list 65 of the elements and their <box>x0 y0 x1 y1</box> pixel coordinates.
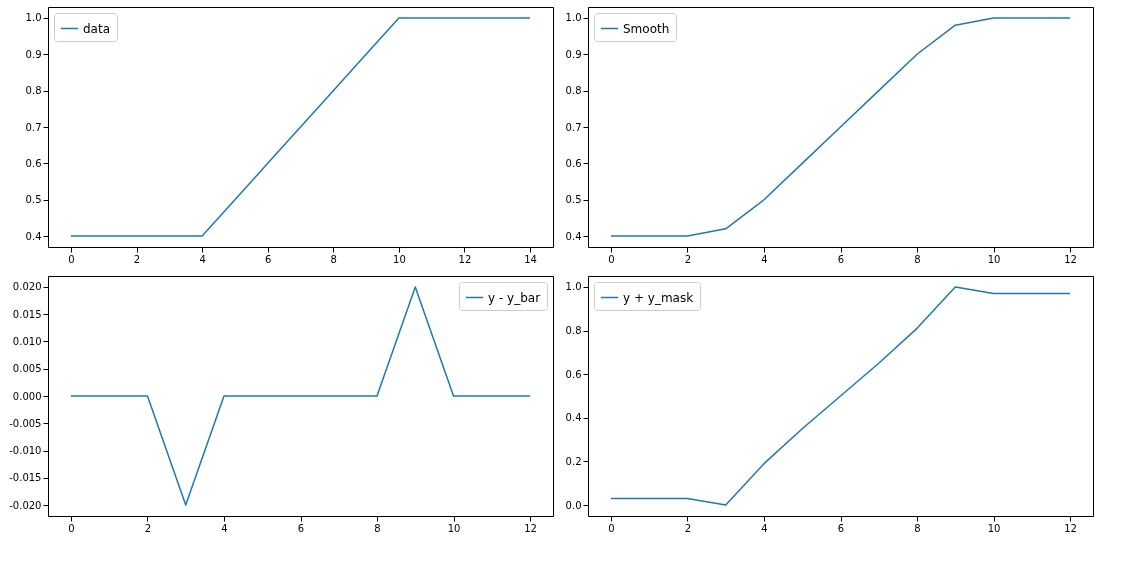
x-tick-label: 12 <box>1064 522 1077 534</box>
y-tick-label: 0.6 <box>565 368 582 380</box>
y-tick-label: 0.8 <box>25 85 42 97</box>
legend-label: y - y_bar <box>488 290 541 305</box>
x-tick-label: 2 <box>684 253 692 265</box>
line-series <box>610 17 1071 237</box>
y-tick-label: 0.6 <box>565 157 582 169</box>
x-tick-label: 2 <box>133 253 141 265</box>
y-tick-label: 0.7 <box>565 121 582 133</box>
x-tick-label: 6 <box>265 253 272 265</box>
y-tick-label: 1.0 <box>25 12 42 24</box>
y-tick-label: 0.010 <box>12 335 42 347</box>
y-tick-label: 0.5 <box>565 194 582 206</box>
x-tick-label: 10 <box>987 253 1001 265</box>
x-tick-label: 0 <box>608 522 615 534</box>
y-tick-label: 0.9 <box>25 48 42 60</box>
y-tick-label: 0.015 <box>12 308 42 320</box>
line-series <box>70 17 531 237</box>
x-tick-label: 14 <box>524 253 537 265</box>
x-tick-label: 0 <box>68 253 75 265</box>
x-tick-label: 2 <box>144 522 152 534</box>
x-tick-label: 8 <box>914 522 921 534</box>
x-tick-label: 4 <box>761 253 768 265</box>
y-tick-label: 0.005 <box>12 363 42 375</box>
x-tick-label: 2 <box>684 522 692 534</box>
legend-label: y + y_mask <box>623 290 694 305</box>
y-tick-label: 0.7 <box>25 121 42 133</box>
x-tick-label: 10 <box>393 253 406 265</box>
y-tick-label: 0.6 <box>25 157 42 169</box>
y-tick-label: 0.8 <box>565 325 582 337</box>
y-tick-label: 0.2 <box>565 455 582 467</box>
x-tick-label: 0 <box>608 253 615 265</box>
x-tick-label: 12 <box>1064 253 1077 265</box>
x-tick-label: 4 <box>221 522 228 534</box>
x-tick-label: 0 <box>68 522 75 534</box>
y-tick-label: 0.0 <box>565 499 582 511</box>
y-tick-label: 1.0 <box>565 12 582 24</box>
line-series <box>610 286 1071 506</box>
legend-label: data <box>83 21 111 36</box>
x-tick-label: 12 <box>458 253 472 265</box>
x-tick-label: 12 <box>524 522 537 534</box>
y-tick-label: 0.9 <box>565 48 582 60</box>
y-tick-label: 0.5 <box>25 194 42 206</box>
y-tick-label: 0.8 <box>565 85 582 97</box>
y-tick-label: 0.4 <box>565 412 582 424</box>
x-tick-label: 6 <box>837 522 845 534</box>
y-tick-label: -0.015 <box>9 472 42 484</box>
y-tick-label: 0.4 <box>565 230 582 242</box>
x-tick-label: 8 <box>330 253 337 265</box>
y-tick-label: 0.020 <box>12 281 42 293</box>
y-tick-label: 0.000 <box>12 390 42 402</box>
y-tick-label: -0.010 <box>9 445 42 457</box>
x-tick-label: 8 <box>374 522 381 534</box>
x-tick-label: 6 <box>837 253 845 265</box>
x-tick-label: 4 <box>199 253 206 265</box>
y-tick-label: 1.0 <box>565 281 582 293</box>
x-tick-label: 8 <box>914 253 921 265</box>
legend-label: Smooth <box>623 21 670 36</box>
x-tick-label: 6 <box>297 522 305 534</box>
x-tick-label: 10 <box>987 522 1001 534</box>
y-tick-label: 0.4 <box>25 230 42 242</box>
x-tick-label: 4 <box>761 522 768 534</box>
y-tick-label: -0.005 <box>9 417 42 429</box>
y-tick-label: -0.020 <box>9 499 42 511</box>
x-tick-label: 10 <box>447 522 461 534</box>
